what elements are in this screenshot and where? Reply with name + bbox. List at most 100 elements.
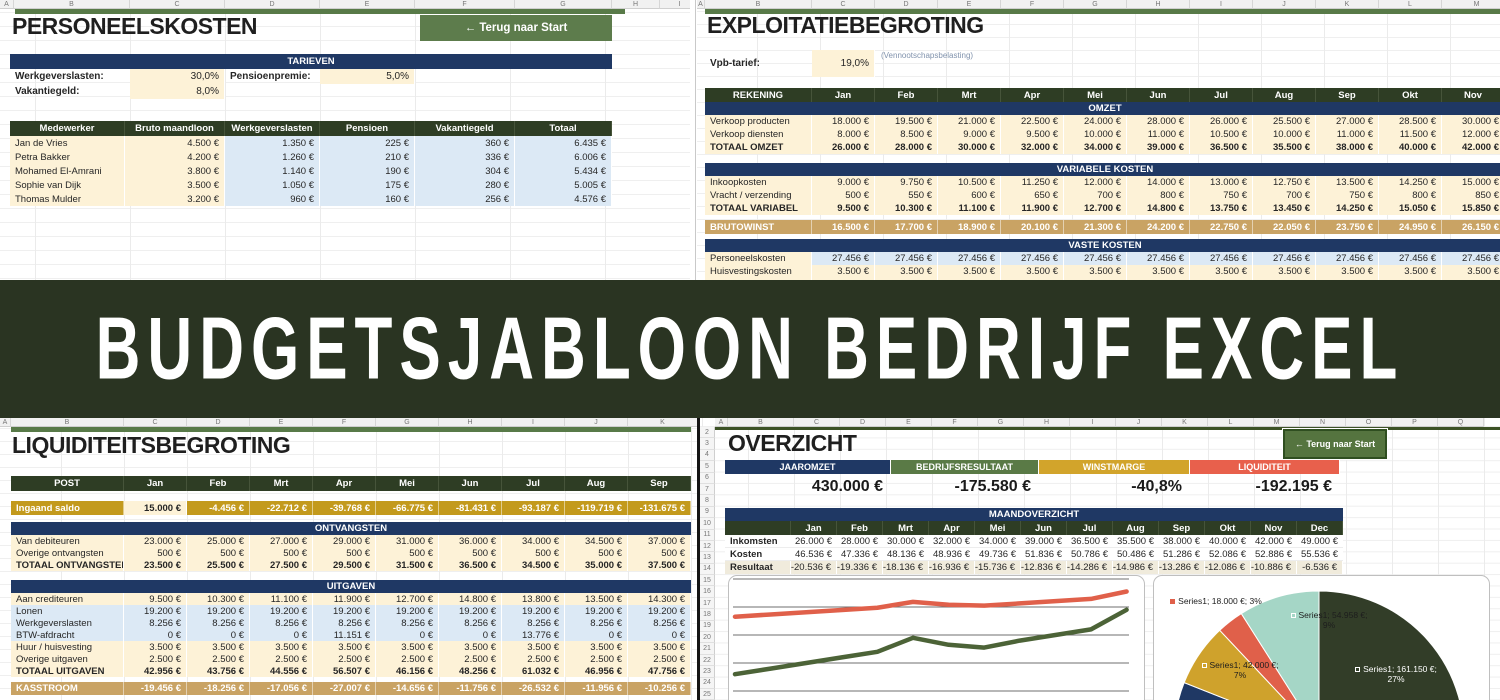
row-label[interactable]: Lonen (11, 605, 124, 617)
month-header-cell[interactable]: Aug (565, 476, 628, 491)
cell[interactable]: 16.500 € (812, 220, 875, 234)
row-label[interactable]: BTW-afdracht (11, 629, 124, 641)
cell[interactable]: 4.500 € (125, 136, 225, 150)
cell[interactable]: -12.836 € (1021, 561, 1067, 574)
row-header-16[interactable]: 16 (700, 586, 715, 598)
column-header-O[interactable]: O (1346, 418, 1392, 427)
row-label[interactable]: Verkoop producten (705, 115, 812, 128)
cell[interactable]: 36.000 € (439, 535, 502, 547)
row-label[interactable]: Overige ontvangsten (11, 547, 124, 559)
cell[interactable]: 27.456 € (1001, 252, 1064, 265)
cell[interactable]: -4.456 € (187, 501, 250, 515)
cell[interactable]: 10.500 € (1190, 128, 1253, 141)
column-header-G[interactable]: G (376, 418, 439, 427)
row-header-7[interactable]: 7 (700, 483, 715, 496)
row-label[interactable]: Ingaand saldo (11, 501, 124, 515)
back-to-start-button[interactable]: ← Terug naar Start (1285, 431, 1385, 457)
cell[interactable]: 46.956 € (565, 665, 628, 677)
cell[interactable]: -39.768 € (313, 501, 376, 515)
cell[interactable]: 0 € (124, 629, 187, 641)
cell[interactable]: 500 € (250, 547, 313, 559)
cell[interactable]: 0 € (376, 629, 439, 641)
cell[interactable]: 49.000 € (1297, 535, 1343, 548)
cell[interactable]: 32.000 € (1001, 141, 1064, 154)
cell[interactable]: 10.300 € (875, 202, 938, 215)
cell[interactable]: 190 € (320, 164, 415, 178)
row-label[interactable]: Mohamed El-Amrani (10, 164, 125, 178)
row-label[interactable]: Huisvestingskosten (705, 265, 812, 278)
cell[interactable]: 210 € (320, 150, 415, 164)
cell[interactable]: 3.500 € (1064, 265, 1127, 278)
cell[interactable]: 12.000 € (1064, 176, 1127, 189)
cell[interactable]: 23.750 € (1316, 220, 1379, 234)
cell[interactable] (1190, 278, 1253, 280)
cell[interactable]: 700 € (1064, 189, 1127, 202)
cell[interactable]: 30.000 € (883, 535, 929, 548)
cell[interactable]: 500 € (439, 547, 502, 559)
column-header-cell[interactable]: Medewerker (10, 121, 125, 136)
cell[interactable]: 3.500 € (439, 641, 502, 653)
month-header-cell[interactable]: Jul (1067, 521, 1113, 535)
cell[interactable]: 11.900 € (1001, 202, 1064, 215)
cell[interactable]: 22.500 € (1001, 115, 1064, 128)
column-header-G[interactable]: G (978, 418, 1024, 427)
row-label[interactable]: TOTAAL VARIABEL (705, 202, 812, 215)
cell[interactable]: 2.500 € (250, 653, 313, 665)
cell[interactable]: -119.719 € (565, 501, 628, 515)
row-label[interactable]: Jan de Vries (10, 136, 125, 150)
cell[interactable]: -93.187 € (502, 501, 565, 515)
cell[interactable]: 9.500 € (1001, 128, 1064, 141)
cell[interactable]: 20.100 € (1001, 220, 1064, 234)
cell[interactable]: 39.000 € (1127, 141, 1190, 154)
cell[interactable]: 24.000 € (1064, 115, 1127, 128)
kpi-header-winstmarge[interactable]: WINSTMARGE (1039, 460, 1190, 474)
column-header-D[interactable]: D (840, 418, 886, 427)
cell[interactable]: -14.656 € (376, 682, 439, 695)
row-label[interactable]: Van debiteuren (11, 535, 124, 547)
cell[interactable]: -18.136 € (883, 561, 929, 574)
cell[interactable] (1442, 278, 1500, 280)
cell[interactable]: 19.200 € (124, 605, 187, 617)
cell[interactable]: -26.532 € (502, 682, 565, 695)
cell[interactable]: 48.136 € (883, 548, 929, 561)
cell[interactable]: 500 € (187, 547, 250, 559)
cell[interactable]: 3.500 € (938, 265, 1001, 278)
column-header-H[interactable]: H (612, 0, 660, 9)
month-header-cell[interactable]: Feb (187, 476, 250, 491)
cell[interactable]: 26.150 € (1442, 220, 1500, 234)
cell[interactable]: 55.536 € (1297, 548, 1343, 561)
row-label[interactable]: Inkomsten (725, 535, 791, 548)
cell[interactable]: 11.100 € (938, 202, 1001, 215)
kpi-header-bedrijfsresultaat[interactable]: BEDRIJFSRESULTAAT (891, 460, 1039, 474)
column-header-cell[interactable]: Bruto maandloon (125, 121, 225, 136)
section-band[interactable]: OMZET (705, 102, 1500, 115)
cell[interactable]: 8.256 € (313, 617, 376, 629)
row-header-24[interactable]: 24 (700, 677, 715, 689)
cell[interactable]: 31.000 € (376, 535, 439, 547)
cell[interactable]: 8.256 € (124, 617, 187, 629)
cell[interactable]: 23.500 € (124, 559, 187, 571)
column-header-D[interactable]: D (187, 418, 250, 427)
row-header-3[interactable]: 3 (700, 438, 715, 450)
cell[interactable]: -14.986 € (1113, 561, 1159, 574)
cell[interactable]: 51.286 € (1159, 548, 1205, 561)
cell[interactable]: 15.000 € (1442, 176, 1500, 189)
cell[interactable]: 800 € (1127, 189, 1190, 202)
cell[interactable]: 3.500 € (1001, 265, 1064, 278)
column-header-H[interactable]: H (1127, 0, 1190, 9)
cell[interactable]: 11.000 € (1316, 128, 1379, 141)
month-header-cell[interactable]: Sep (1316, 88, 1379, 102)
cell[interactable]: -20.536 € (791, 561, 837, 574)
cell[interactable]: 225 € (320, 136, 415, 150)
section-band[interactable]: MAANDOVERZICHT (725, 508, 1343, 521)
row-header-23[interactable]: 23 (700, 666, 715, 678)
cell[interactable]: -66.775 € (376, 501, 439, 515)
row-header-15[interactable]: 15 (700, 575, 715, 587)
cell[interactable]: 1.350 € (225, 136, 320, 150)
month-header-cell[interactable]: Jul (502, 476, 565, 491)
row-header-6[interactable]: 6 (700, 472, 715, 484)
column-header-cell[interactable] (725, 521, 791, 535)
column-header-J[interactable]: J (1253, 0, 1316, 9)
row-header-25[interactable]: 25 (700, 688, 715, 700)
cell[interactable]: 2.500 € (628, 653, 691, 665)
